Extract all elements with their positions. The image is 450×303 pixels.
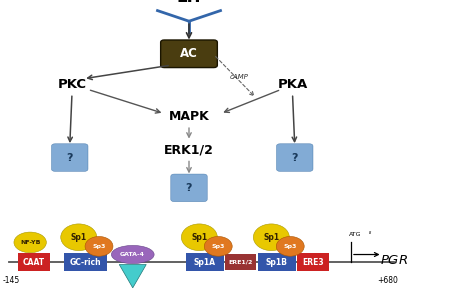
Text: ?: ? — [186, 183, 192, 193]
Text: Sp3: Sp3 — [284, 244, 297, 249]
Text: GATA-4: GATA-4 — [120, 252, 145, 257]
Ellipse shape — [181, 224, 217, 251]
Text: ERK1/2: ERK1/2 — [164, 144, 214, 156]
Text: +680: +680 — [378, 276, 398, 285]
Text: ERE3: ERE3 — [302, 258, 324, 267]
Text: Sp3: Sp3 — [212, 244, 225, 249]
Ellipse shape — [61, 224, 97, 251]
FancyBboxPatch shape — [18, 253, 50, 271]
Text: Sp1A: Sp1A — [194, 258, 216, 267]
Text: $_B$: $_B$ — [368, 230, 372, 237]
Ellipse shape — [276, 236, 304, 256]
Text: CAAT: CAAT — [22, 258, 45, 267]
Text: Sp1B: Sp1B — [266, 258, 288, 267]
Ellipse shape — [204, 236, 232, 256]
Text: ERE1/2: ERE1/2 — [229, 260, 253, 265]
FancyBboxPatch shape — [171, 174, 207, 202]
Text: cAMP: cAMP — [230, 74, 248, 80]
FancyBboxPatch shape — [186, 253, 224, 271]
Text: Sp1: Sp1 — [71, 233, 87, 242]
Text: NF-YB: NF-YB — [20, 240, 40, 245]
Text: Sp1: Sp1 — [191, 233, 207, 242]
FancyBboxPatch shape — [297, 253, 328, 271]
Text: Sp1: Sp1 — [263, 233, 279, 242]
FancyBboxPatch shape — [161, 40, 217, 68]
Text: PKA: PKA — [277, 78, 308, 91]
Text: LH: LH — [177, 0, 201, 6]
Ellipse shape — [112, 245, 154, 264]
Text: Sp3: Sp3 — [92, 244, 106, 249]
FancyBboxPatch shape — [64, 253, 107, 271]
Text: MAPK: MAPK — [169, 110, 209, 123]
Text: AC: AC — [180, 47, 198, 60]
Text: GC-rich: GC-rich — [70, 258, 101, 267]
Ellipse shape — [14, 232, 46, 253]
Text: ?: ? — [292, 152, 298, 163]
Text: PKC: PKC — [58, 78, 86, 91]
Polygon shape — [119, 265, 146, 288]
Text: $\it{PGR}$: $\it{PGR}$ — [380, 254, 409, 267]
FancyBboxPatch shape — [276, 144, 313, 171]
Text: ATG: ATG — [349, 232, 361, 237]
Ellipse shape — [253, 224, 289, 251]
Text: ?: ? — [67, 152, 73, 163]
Text: -145: -145 — [3, 276, 20, 285]
FancyBboxPatch shape — [51, 144, 88, 171]
Ellipse shape — [85, 236, 113, 256]
FancyBboxPatch shape — [225, 254, 256, 270]
FancyBboxPatch shape — [257, 253, 296, 271]
